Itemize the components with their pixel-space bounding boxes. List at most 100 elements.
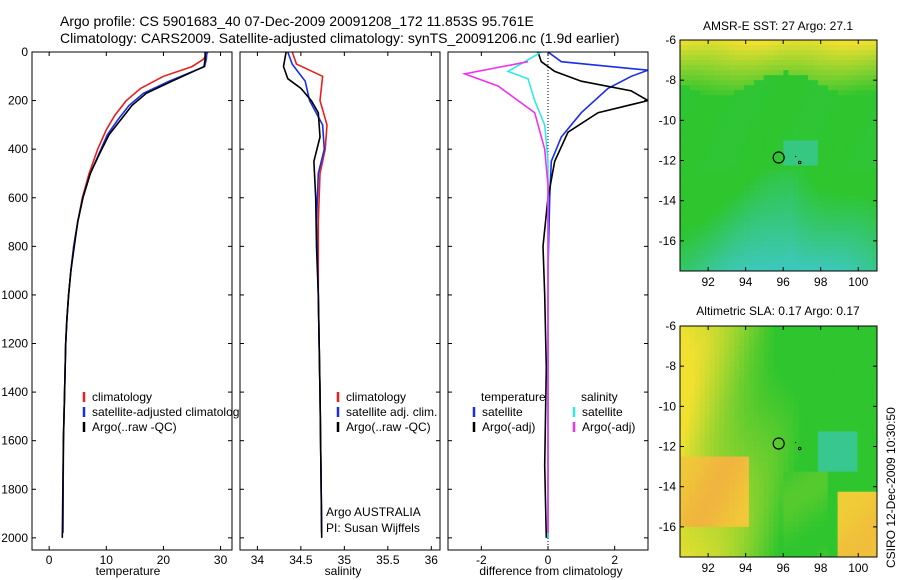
map-cell bbox=[768, 200, 774, 207]
map-cell bbox=[758, 180, 765, 187]
map-cell bbox=[817, 471, 824, 478]
map-cell bbox=[832, 85, 838, 91]
map-cell bbox=[822, 65, 829, 71]
map-cell bbox=[699, 451, 706, 457]
map-cell bbox=[768, 130, 774, 136]
map-cell bbox=[822, 255, 829, 262]
map-cell bbox=[822, 245, 829, 252]
legend-entry: climatology bbox=[346, 390, 406, 404]
map-cell bbox=[803, 260, 809, 267]
map-cell bbox=[748, 90, 755, 96]
map-cell bbox=[827, 120, 834, 126]
map-cell bbox=[803, 165, 809, 171]
map-cell bbox=[852, 125, 858, 131]
map-cell bbox=[719, 476, 725, 483]
map-cell bbox=[773, 165, 779, 171]
map-cell bbox=[852, 531, 858, 538]
map-cell bbox=[808, 170, 814, 176]
map-cell bbox=[699, 511, 706, 518]
map-cell bbox=[812, 406, 819, 412]
map-cell bbox=[812, 341, 819, 347]
map-cell bbox=[724, 496, 730, 503]
map-cell bbox=[744, 95, 750, 101]
map-cell bbox=[827, 75, 834, 81]
map-cell bbox=[788, 326, 794, 332]
map-cell bbox=[822, 511, 829, 518]
map-cell bbox=[739, 546, 745, 553]
map-cell bbox=[832, 421, 838, 427]
map-cell bbox=[832, 486, 838, 493]
map-cell bbox=[803, 441, 809, 447]
map-cell bbox=[808, 361, 814, 367]
map-cell bbox=[724, 431, 730, 437]
map-cell bbox=[763, 235, 770, 242]
map-cell bbox=[793, 431, 799, 437]
map-cell bbox=[852, 185, 858, 192]
map-cell bbox=[709, 110, 715, 116]
map-cell bbox=[758, 456, 765, 462]
map-cell bbox=[812, 346, 819, 352]
map-cell bbox=[857, 195, 863, 202]
map-cell bbox=[729, 145, 735, 151]
map-cell bbox=[842, 165, 848, 171]
map-cell bbox=[798, 366, 804, 372]
map-cell bbox=[773, 516, 779, 523]
map-cell bbox=[744, 245, 750, 252]
map-cell bbox=[714, 115, 720, 121]
map-cell bbox=[837, 170, 843, 176]
map-cell bbox=[862, 516, 868, 523]
map-cell bbox=[699, 466, 706, 473]
map-cell bbox=[857, 416, 863, 422]
map-cell bbox=[753, 461, 760, 468]
map-cell bbox=[684, 436, 691, 442]
map-cell bbox=[704, 516, 710, 523]
map-cell bbox=[793, 396, 799, 402]
map-cell bbox=[694, 481, 701, 488]
map-cell bbox=[768, 546, 774, 553]
map-cell bbox=[817, 175, 824, 182]
map-cell bbox=[704, 476, 710, 483]
map-cell bbox=[857, 381, 863, 387]
map-cell bbox=[862, 401, 868, 407]
map-cell bbox=[694, 115, 701, 121]
map-cell bbox=[680, 135, 686, 141]
map-cell bbox=[763, 366, 770, 372]
map-cell bbox=[793, 476, 799, 483]
map-cell bbox=[837, 105, 843, 111]
map-cell bbox=[694, 175, 701, 182]
map-cell bbox=[817, 401, 824, 407]
map-cell bbox=[798, 421, 804, 427]
map-cell bbox=[689, 100, 696, 106]
map-cell bbox=[847, 336, 853, 342]
map-cell bbox=[837, 491, 843, 498]
map-cell bbox=[857, 40, 863, 46]
map-cell bbox=[812, 170, 819, 176]
map-cell bbox=[837, 45, 843, 51]
map-cell bbox=[768, 65, 774, 71]
map-cell bbox=[773, 411, 779, 417]
map-cell bbox=[852, 521, 858, 528]
map-cell bbox=[812, 411, 819, 417]
map-cell bbox=[872, 396, 877, 402]
map-cell bbox=[852, 471, 858, 478]
map-cell bbox=[857, 351, 863, 357]
map-cell bbox=[798, 165, 804, 171]
map-cell bbox=[753, 230, 760, 237]
map-cell bbox=[729, 165, 735, 171]
map-cell bbox=[837, 165, 843, 171]
map-cell bbox=[842, 551, 848, 557]
map-cell bbox=[714, 250, 720, 257]
map-cell bbox=[739, 125, 745, 131]
map-cell bbox=[842, 170, 848, 176]
map-cell bbox=[748, 175, 755, 182]
map-cell bbox=[719, 441, 725, 447]
map-cell bbox=[699, 361, 706, 367]
map-cell bbox=[734, 255, 740, 262]
map-cell bbox=[729, 346, 735, 352]
map-cell bbox=[714, 536, 720, 543]
map-cell bbox=[768, 436, 774, 442]
map-cell bbox=[808, 541, 814, 548]
map-cell bbox=[872, 165, 877, 171]
map-cell bbox=[812, 145, 819, 151]
map-cell bbox=[793, 55, 799, 61]
